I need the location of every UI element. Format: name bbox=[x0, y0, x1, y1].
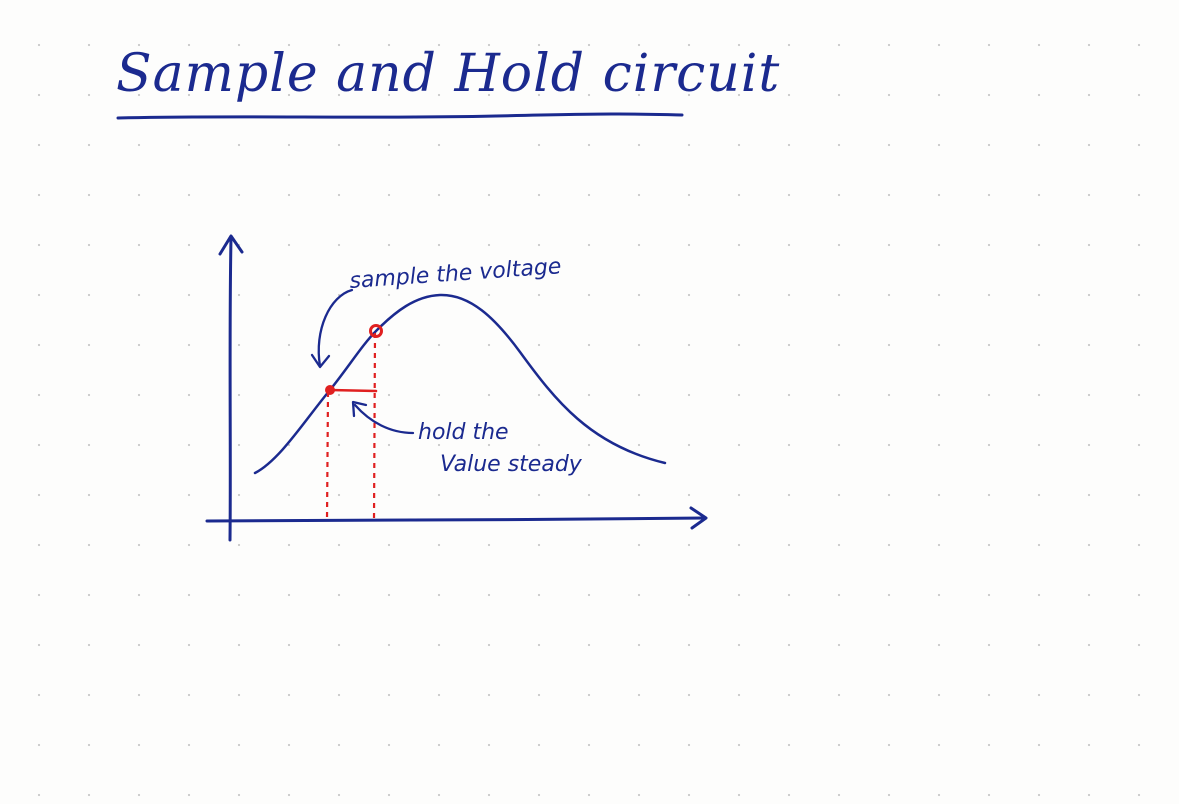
sample-markers bbox=[325, 324, 383, 521]
hold-level-line bbox=[328, 388, 378, 393]
hold-annotation-arrow bbox=[351, 400, 415, 435]
sample-point-2 bbox=[369, 324, 383, 338]
y-axis-arrow-icon bbox=[218, 234, 244, 256]
page-title: Sample and Hold circuit bbox=[116, 44, 781, 104]
title-underline bbox=[116, 112, 684, 120]
sample-annotation: sample the voltage bbox=[349, 254, 563, 294]
hold-annotation-line-2: Value steady bbox=[440, 452, 583, 477]
arrow-head-icon bbox=[310, 353, 331, 369]
y-axis bbox=[218, 234, 244, 542]
x-axis-arrow-icon bbox=[689, 506, 708, 530]
sample-line-1 bbox=[325, 391, 330, 521]
arrow-head-icon bbox=[351, 400, 368, 418]
signal-curve bbox=[253, 293, 667, 475]
sample-line-2 bbox=[372, 332, 377, 521]
x-axis bbox=[205, 506, 708, 530]
sample-point-1 bbox=[325, 385, 335, 395]
hold-annotation-line-1: hold the bbox=[418, 420, 509, 445]
sample-annotation-arrow bbox=[310, 288, 354, 369]
